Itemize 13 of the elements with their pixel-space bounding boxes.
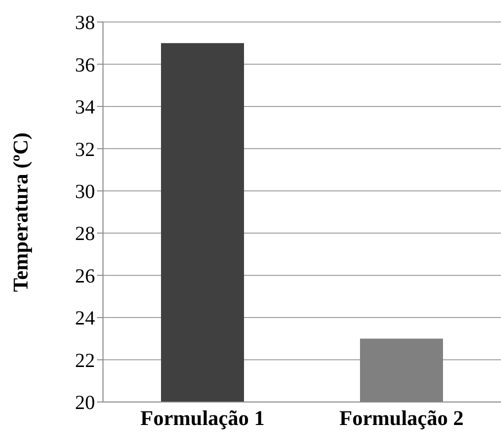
y-tick-label: 32 (75, 138, 95, 161)
y-tick-label: 28 (75, 223, 95, 246)
y-tick-label: 20 (75, 392, 95, 414)
y-tick-label: 34 (75, 96, 95, 119)
y-tick-label: 22 (75, 350, 95, 372)
y-axis-title: Temperatura (ºC) (8, 132, 32, 292)
y-tick-label: 30 (75, 180, 95, 203)
y-tick-label: 26 (75, 265, 95, 288)
y-tick-label: 24 (75, 308, 95, 330)
y-tick-label: 36 (75, 54, 95, 76)
x-tick-label: Formulação 2 (339, 406, 464, 430)
x-tick-label: Formulação 1 (140, 406, 265, 430)
y-tick-label: 38 (75, 12, 95, 34)
